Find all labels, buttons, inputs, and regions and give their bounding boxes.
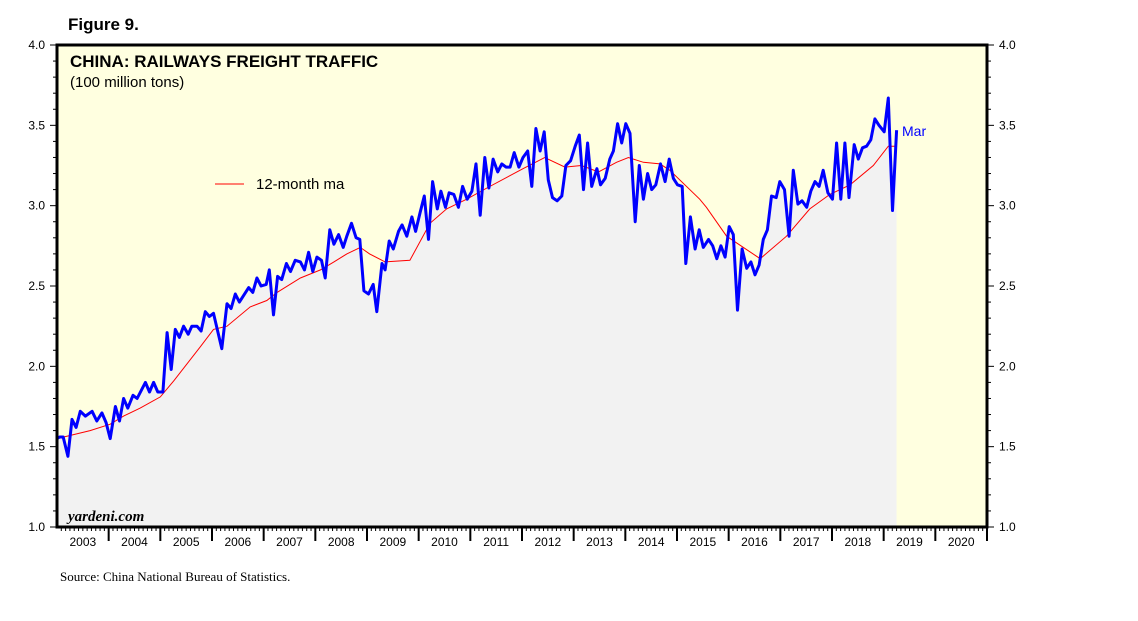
x-tick-label: 2005 [173,535,200,549]
y-tick-label-left: 1.0 [28,520,45,534]
x-tick-label: 2003 [69,535,96,549]
y-tick-label-right: 2.5 [999,279,1016,293]
x-tick-label: 2014 [638,535,665,549]
y-tick-label-left: 1.5 [28,440,45,454]
y-tick-label-left: 3.5 [28,118,45,132]
x-tick-label: 2010 [431,535,458,549]
end-annotation: Mar [902,123,926,139]
legend-ma-label: 12-month ma [256,176,345,193]
x-tick-label: 2013 [586,535,613,549]
x-tick-label: 2007 [276,535,303,549]
x-tick-label: 2011 [483,535,509,549]
y-tick-label-right: 3.5 [999,118,1016,132]
y-tick-label-left: 2.0 [28,359,45,373]
x-tick-label: 2012 [534,535,561,549]
y-tick-label-left: 2.5 [28,279,45,293]
x-tick-label: 2019 [896,535,923,549]
x-tick-label: 2009 [379,535,406,549]
x-tick-label: 2018 [844,535,871,549]
freight-traffic-line [56,96,899,458]
y-tick-label-right: 1.5 [999,440,1016,454]
chart-subtitle: (100 million tons) [70,74,184,91]
figure-label: Figure 9. [68,15,139,34]
x-tick-label: 2020 [948,535,975,549]
y-tick-label-left: 3.0 [28,199,45,213]
y-tick-label-right: 3.0 [999,199,1016,213]
watermark: yardeni.com [66,509,144,525]
x-tick-label: 2016 [741,535,768,549]
y-tick-label-right: 2.0 [999,359,1016,373]
x-tick-label: 2006 [224,535,251,549]
x-tick-label: 2004 [121,535,148,549]
source-note: Source: China National Bureau of Statist… [60,569,291,584]
y-tick-label-right: 1.0 [999,520,1016,534]
y-tick-label-right: 4.0 [999,38,1016,52]
x-tick-label: 2017 [793,535,820,549]
chart-title: CHINA: RAILWAYS FREIGHT TRAFFIC [70,52,378,71]
y-tick-label-left: 4.0 [28,38,45,52]
series-area-fill [57,98,897,527]
x-tick-label: 2008 [328,535,355,549]
axes: 1.0 1.0 1.5 1.5 2.0 2.0 2.5 2.5 3.0 3.0 3.5 3.5 4.0 4… [28,38,1016,549]
x-tick-label: 2015 [689,535,716,549]
